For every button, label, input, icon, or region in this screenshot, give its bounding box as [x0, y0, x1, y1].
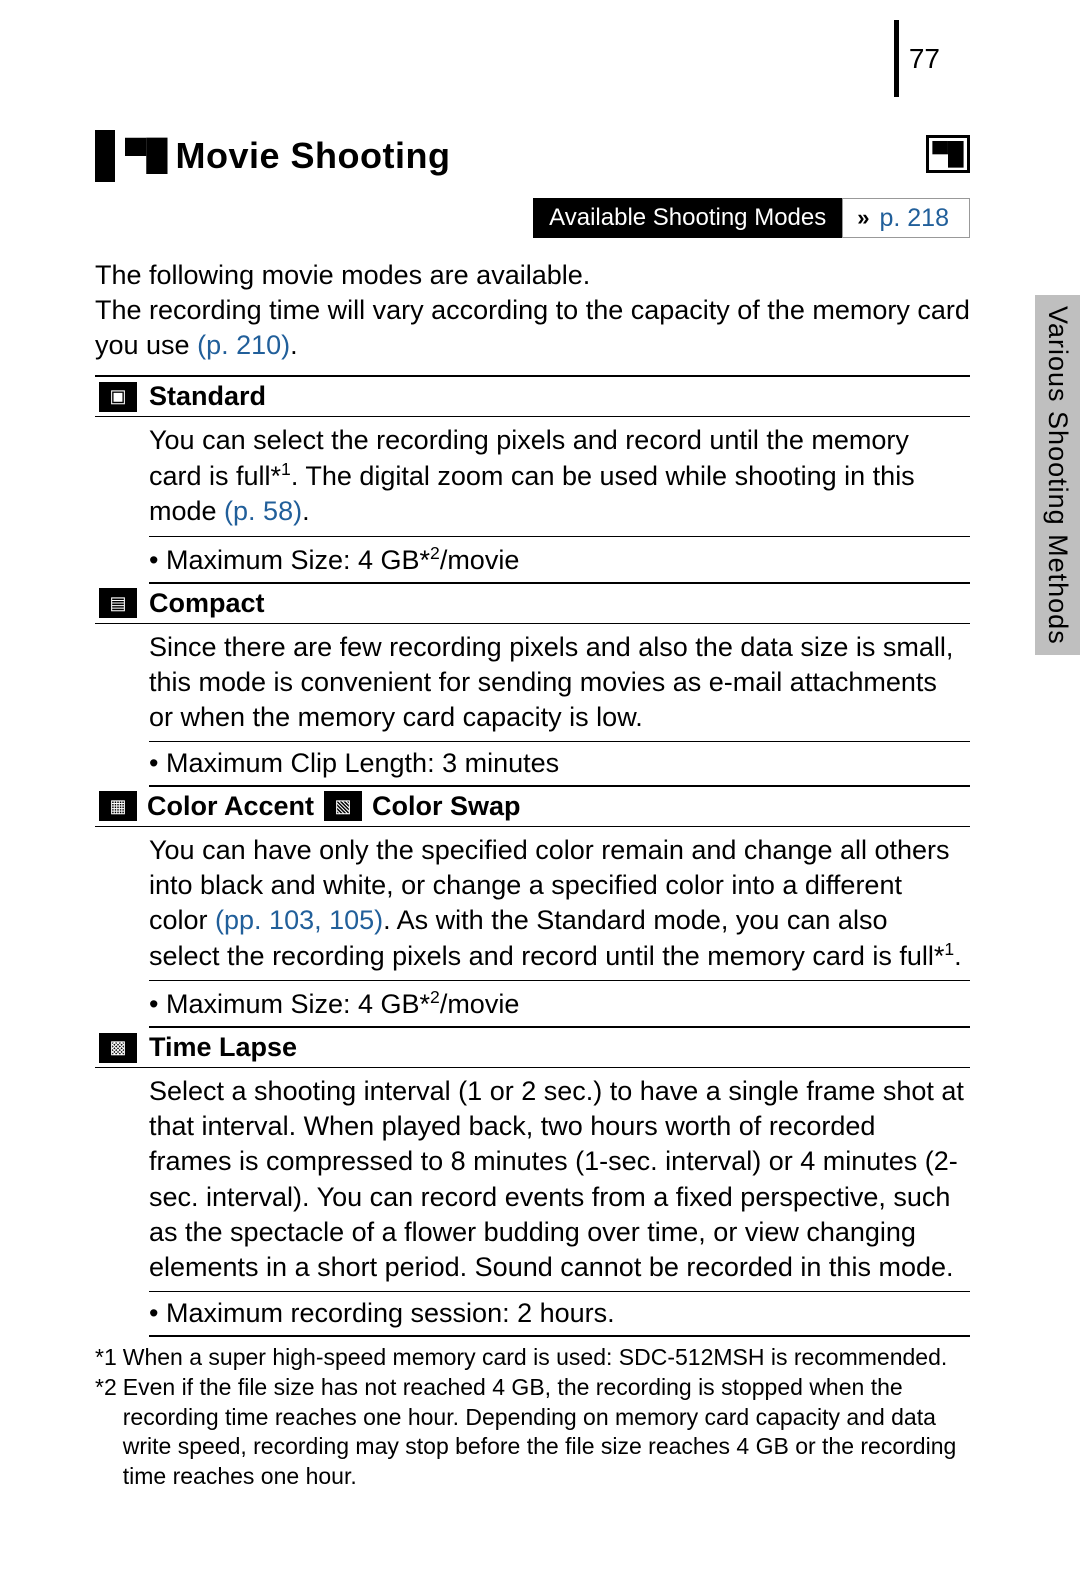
compact-icon: ▤: [99, 588, 137, 618]
color-head: ▦ Color Accent ▧ Color Swap: [95, 787, 970, 827]
compact-max: Maximum Clip Length: 3 minutes: [149, 742, 970, 787]
color-body: You can have only the specified color re…: [149, 827, 970, 981]
color-sup: 1: [944, 939, 954, 959]
asm-link-text: p. 218: [879, 204, 949, 233]
page-number-wrap: 77: [894, 20, 940, 97]
page-number: 77: [909, 43, 940, 75]
intro-line2-b: .: [290, 330, 298, 360]
standard-sup1: 1: [281, 459, 291, 479]
standard-title: Standard: [149, 381, 266, 412]
footnote-2-key: *2: [95, 1373, 117, 1493]
standard-max-b: /movie: [440, 545, 520, 575]
compact-body: Since there are few recording pixels and…: [149, 624, 970, 742]
color-max-a: Maximum Size: 4 GB*: [166, 989, 430, 1019]
page: 77 Various Shooting Methods ▀█ Movie Sho…: [0, 0, 1080, 1572]
standard-max-sup: 2: [430, 543, 440, 563]
intro-text: The following movie modes are available.…: [95, 258, 970, 363]
standard-head: ▣ Standard: [95, 377, 970, 417]
footnote-1: *1 When a super high-speed memory card i…: [95, 1343, 970, 1373]
footnote-2-text: Even if the file size has not reached 4 …: [123, 1373, 970, 1493]
standard-icon: ▣: [99, 382, 137, 412]
color-accent-icon: ▦: [99, 791, 137, 821]
color-max: Maximum Size: 4 GB*2/movie: [149, 981, 970, 1028]
intro-line1: The following movie modes are available.: [95, 260, 590, 290]
color-accent-title: Color Accent: [147, 791, 314, 822]
page-number-bar: [894, 20, 899, 97]
timelapse-max: Maximum recording session: 2 hours.: [149, 1292, 970, 1337]
page-title: Movie Shooting: [176, 135, 451, 177]
title-block: [95, 130, 115, 182]
standard-body-c: .: [302, 496, 310, 526]
timelapse-body: Select a shooting interval (1 or 2 sec.)…: [149, 1068, 970, 1292]
color-link[interactable]: (pp. 103, 105): [215, 905, 383, 935]
footnote-1-text: When a super high-speed memory card is u…: [123, 1343, 970, 1373]
movie-icon: ▀█: [125, 139, 168, 173]
mode-table: ▣ Standard You can select the recording …: [95, 375, 970, 1337]
color-max-b: /movie: [440, 989, 520, 1019]
standard-link[interactable]: (p. 58): [224, 496, 302, 526]
side-tab: Various Shooting Methods: [1035, 295, 1080, 655]
standard-body: You can select the recording pixels and …: [149, 417, 970, 536]
compact-title: Compact: [149, 588, 265, 619]
movie-mode-glyph: ▀█: [932, 141, 963, 167]
compact-head: ▤ Compact: [95, 584, 970, 624]
color-body-c: .: [954, 941, 962, 971]
movie-mode-icon: ▀█: [926, 135, 970, 173]
arrow-right-icon: »: [857, 205, 869, 231]
color-swap-title: Color Swap: [372, 791, 521, 822]
intro-link[interactable]: (p. 210): [197, 330, 290, 360]
asm-label: Available Shooting Modes: [533, 198, 842, 238]
timelapse-head: ▩ Time Lapse: [95, 1028, 970, 1068]
side-tab-text: Various Shooting Methods: [1042, 306, 1073, 645]
footnote-1-key: *1: [95, 1343, 117, 1373]
color-max-sup: 2: [430, 987, 440, 1007]
color-swap-icon: ▧: [324, 791, 362, 821]
timelapse-title: Time Lapse: [149, 1032, 297, 1063]
available-shooting-modes-row: Available Shooting Modes » p. 218: [0, 198, 970, 238]
standard-max: Maximum Size: 4 GB*2/movie: [149, 537, 970, 584]
standard-max-a: Maximum Size: 4 GB*: [166, 545, 430, 575]
timelapse-icon: ▩: [99, 1033, 137, 1063]
title-bar: ▀█ Movie Shooting ▀█: [95, 130, 970, 182]
footnotes: *1 When a super high-speed memory card i…: [95, 1343, 970, 1492]
asm-link[interactable]: » p. 218: [842, 198, 970, 238]
footnote-2: *2 Even if the file size has not reached…: [95, 1373, 970, 1493]
